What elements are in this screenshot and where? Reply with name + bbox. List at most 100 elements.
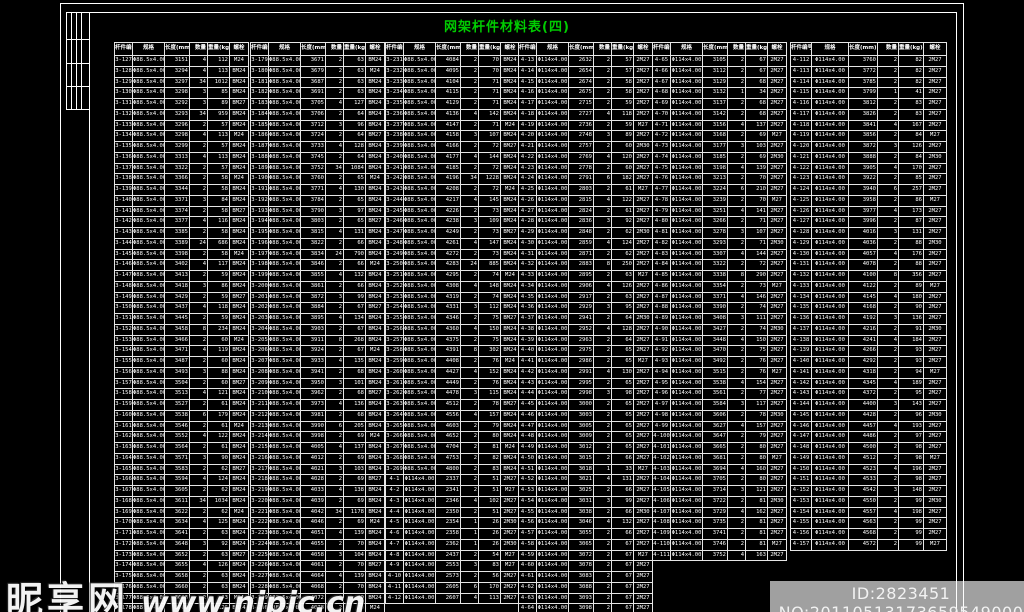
cell-weight: 70 [344, 593, 366, 605]
cell-member-no: 3-196 [251, 238, 269, 250]
cell-spec: Φ114x4.00 [812, 152, 849, 164]
cell-member-no: 4-138 [791, 335, 812, 347]
cell-weight: 139 [344, 572, 366, 583]
table-row: 3-207 Φ88.5x4.00 3933 4 135 BM24 [251, 357, 385, 368]
cell-spec: Φ88.5x4.00 [269, 217, 301, 228]
table-row: 3-147 Φ88.5x4.00 3413 2 59 BM24 [115, 271, 249, 282]
col-header-qty: 数量 [594, 43, 612, 56]
cell-weight: 139 [746, 163, 768, 175]
col-header-bolt: 螺栓 [634, 43, 653, 56]
cell-weight: 93 [899, 357, 924, 368]
cell-spec: Φ114x4.00 [537, 152, 569, 164]
cell-qty: 6 [326, 421, 344, 433]
cell-qty: 4 [728, 163, 746, 175]
inner-border-left [89, 12, 90, 612]
cell-member-no: 3-170 [115, 518, 133, 529]
table-row: 4-34 Φ114x4.00 2906 4 126 2M27 [519, 281, 653, 293]
cell-member-no: 3-164 [115, 453, 133, 465]
table-row: 3-142 Φ88.5x4.00 3377 4 116 BM24 [115, 217, 249, 228]
cell-length: 3156 [703, 120, 728, 132]
cell-weight: 80 [479, 432, 501, 443]
cell-spec: Φ88.5x4.00 [269, 120, 301, 132]
cell-length: 3606 [703, 410, 728, 422]
cell-qty: 4 [594, 109, 612, 121]
cell-length: 4115 [436, 88, 461, 99]
cell-member-no: 3-209 [251, 378, 269, 390]
table-row: 3-254 Φ88.5x4.00 4331 3 112 BM24 [386, 303, 520, 314]
cell-bolt: BM24 [230, 367, 249, 379]
cell-weight: 144 [746, 249, 768, 261]
cell-member-no: 4-44 [519, 389, 537, 400]
cell-length: 4061 [301, 561, 326, 572]
cell-length: 3371 [703, 292, 728, 304]
cell-qty: 2 [190, 271, 208, 282]
cell-spec: Φ114x4.00 [671, 314, 703, 325]
cell-spec: Φ114x4.00 [404, 539, 436, 551]
cell-bolt: 2M27 [924, 303, 947, 314]
cell-length: 3021 [569, 475, 594, 486]
cell-length: 3647 [703, 432, 728, 443]
outer-border-right [963, 3, 964, 612]
cell-qty: 2 [190, 507, 208, 519]
cell-length: 3752 [301, 163, 326, 175]
cell-qty: 2 [326, 238, 344, 250]
table-row: 4-142 Φ114x4.00 4345 4 189 2M27 [791, 378, 947, 390]
cell-length: 4556 [436, 410, 461, 422]
cell-weight: 71 [479, 120, 501, 132]
cell-member-no: 3-206 [251, 346, 269, 357]
cell-qty: 3 [461, 217, 479, 228]
cell-qty: 2 [594, 604, 612, 612]
cell-bolt: BM24 [366, 410, 385, 422]
table-row: 3-206 Φ88.5x4.00 3924 2 67 M24 [251, 346, 385, 357]
cell-qty: 4 [326, 529, 344, 540]
cell-bolt: BM24 [230, 142, 249, 153]
cell-member-no: 3-194 [251, 217, 269, 228]
cell-spec: Φ114x4.00 [671, 367, 703, 379]
cell-spec: Φ114x4.00 [537, 604, 569, 612]
cell-bolt: BM24 [230, 163, 249, 175]
table-row: 4-3 Φ114x4.00 2346 4 102 2M27 [386, 496, 520, 508]
cell-length: 3627 [703, 421, 728, 433]
cell-length: 4319 [436, 292, 461, 304]
cell-length: 4427 [436, 367, 461, 379]
table-row: 4-21 Φ114x4.00 2757 2 60 2M30 [519, 142, 653, 153]
cell-spec: Φ88.5x4.00 [133, 550, 165, 562]
cell-bolt: BM24 [366, 443, 385, 454]
cell-spec: Φ88.5x4.00 [133, 529, 165, 540]
table-row: 3-168 Φ88.5x4.00 3611 34 1034 BM24 [115, 496, 249, 508]
cell-bolt: BM27 [230, 550, 249, 562]
cell-length: 4039 [301, 496, 326, 508]
cell-spec: Φ114x4.00 [537, 572, 569, 583]
cell-qty: 4 [728, 507, 746, 519]
cell-length: 3846 [301, 260, 326, 271]
cell-member-no: 3-259 [386, 357, 404, 368]
table-row: 4-129 Φ114x4.00 4036 2 88 2M30 [791, 238, 947, 250]
cell-qty: 2 [461, 77, 479, 89]
cell-spec: Φ114x4.00 [812, 163, 849, 175]
cell-member-no: 4-29 [519, 228, 537, 239]
cell-spec: Φ88.5x4.00 [269, 152, 301, 164]
cell-qty: 2 [326, 88, 344, 99]
cell-length: 3733 [301, 142, 326, 153]
cell-length: 3746 [703, 539, 728, 551]
table-row: 3-187 Φ88.5x4.00 3733 4 128 BM24 [251, 142, 385, 153]
cell-bolt: BM24 [366, 271, 385, 282]
table-row: 4-152 Φ114x4.00 4542 3 148 2M27 [791, 486, 947, 497]
cell-member-no: 4-139 [791, 346, 812, 357]
cell-weight: 89 [208, 99, 230, 110]
cell-spec: Φ88.5x4.00 [404, 217, 436, 228]
cell-length: 4266 [849, 346, 878, 357]
table-row: 4-93 Φ114x4.00 3492 2 76 2M27 [653, 357, 787, 368]
cell-bolt: BM24 [366, 464, 385, 476]
cell-spec: Φ88.5x4.00 [269, 163, 301, 175]
cell-weight: 65 [612, 410, 634, 422]
cell-weight: 68 [746, 99, 768, 110]
cell-qty: 34 [461, 174, 479, 185]
table-row: 3-217 Φ88.5x4.00 4021 3 103 BM24 [251, 464, 385, 476]
cell-member-no: 4-98 [653, 410, 671, 422]
cell-member-no: 3-185 [251, 120, 269, 132]
cell-weight: 66 [612, 507, 634, 519]
table-row: 4-53 Φ114x4.00 3025 2 66 2M27 [519, 486, 653, 497]
image-id-band [770, 581, 1024, 612]
cell-member-no: 3-241 [386, 163, 404, 175]
